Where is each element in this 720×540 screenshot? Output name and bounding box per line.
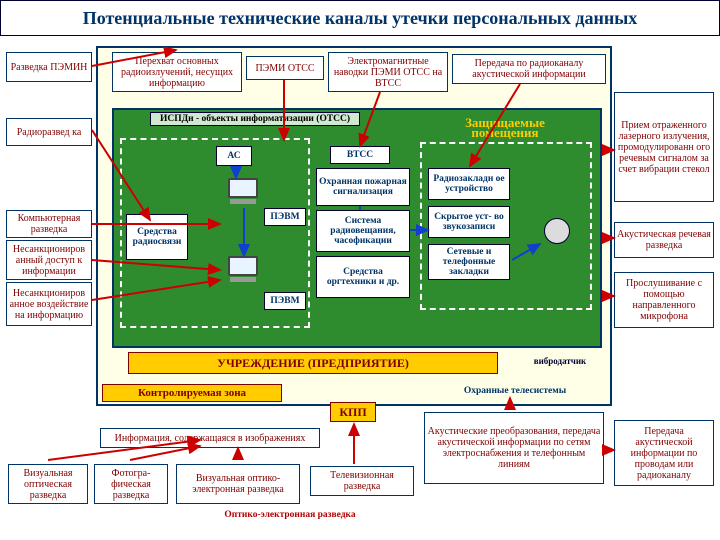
- box-pemi-otss: ПЭМИ ОТСС: [246, 56, 324, 80]
- box-pemin: Разведка ПЭМИН: [6, 52, 92, 82]
- box-orgtech: Средства оргтехники и др.: [316, 256, 410, 298]
- box-intercept: Перехват основных радиоизлучений, несущи…: [112, 52, 242, 92]
- box-tv: Телевизионная разведка: [310, 466, 414, 496]
- box-nsd: Несанкциониров анный доступ к информации: [6, 240, 92, 280]
- box-nsv: Несанкциониров анное воздействие на инфо…: [6, 282, 92, 326]
- box-vtss: ВТСС: [330, 146, 390, 164]
- label-pevm-1: ПЭВМ: [264, 208, 306, 226]
- protected-rooms-title: Защищаемые помещения: [430, 118, 580, 138]
- box-acoustic-speech: Акустическая речевая разведка: [614, 222, 714, 258]
- pc-icon-1: [226, 178, 260, 208]
- ispd-label: ИСПДн - объекты информатизации (ОТСС): [150, 112, 360, 126]
- kpp: КПП: [330, 402, 376, 422]
- controlled-zone: Контролируемая зона: [102, 384, 282, 402]
- vibrosensor-icon: [544, 218, 570, 244]
- opto-electronic-label: Оптико-электронная разведка: [180, 510, 400, 520]
- box-wire-radio: Передача акустической информации по пров…: [614, 420, 714, 486]
- box-em-navodki: Электромагнитные наводки ПЭМИ ОТСС на ВТ…: [328, 52, 448, 92]
- box-directional-mic: Прослушивание с помощью направленного ми…: [614, 272, 714, 328]
- box-sound-rec: Скрытое уст- во звукозаписи: [428, 206, 510, 238]
- box-radio-zakl: Радиозакладн ое устройство: [428, 168, 510, 200]
- diagram-root: Потенциальные технические каналы утечки …: [0, 0, 720, 540]
- box-visual-opt: Визуальная оптическая разведка: [8, 464, 88, 504]
- vibro-label: вибродатчик: [520, 356, 600, 366]
- box-system-radio: Система радиовещания, часофикации: [316, 210, 410, 252]
- box-phone-zakl: Сетевые и телефонные закладки: [428, 244, 510, 280]
- box-visual-oe: Визуальная оптико- электронная разведка: [176, 464, 300, 504]
- box-as: АС: [216, 146, 252, 166]
- label-pevm-2: ПЭВМ: [264, 292, 306, 310]
- box-radio-means: Средства радиосвязи: [126, 214, 188, 260]
- org-strip: УЧРЕЖДЕНИЕ (ПРЕДПРИЯТИЕ): [128, 352, 498, 374]
- box-info-images: Информация, содержащаяся в изображениях: [100, 428, 320, 448]
- box-computer: Компьютерная разведка: [6, 210, 92, 238]
- page-title: Потенциальные технические каналы утечки …: [1, 1, 719, 35]
- pc-icon-2: [226, 256, 260, 286]
- security-tv: Охранные телесистемы: [430, 386, 600, 396]
- box-radio: Радиоразвед ка: [6, 118, 92, 146]
- box-ohrana: Охранная пожарная сигнализация: [316, 168, 410, 206]
- box-photo: Фотогра- фическая разведка: [94, 464, 168, 504]
- box-radio-acoustic: Передача по радиоканалу акустической инф…: [452, 54, 606, 84]
- box-laser: Прием отраженного лазерного излучения, п…: [614, 92, 714, 202]
- box-acoustic-transform: Акустические преобразования, передача ак…: [424, 412, 604, 484]
- title-bar: Потенциальные технические каналы утечки …: [0, 0, 720, 36]
